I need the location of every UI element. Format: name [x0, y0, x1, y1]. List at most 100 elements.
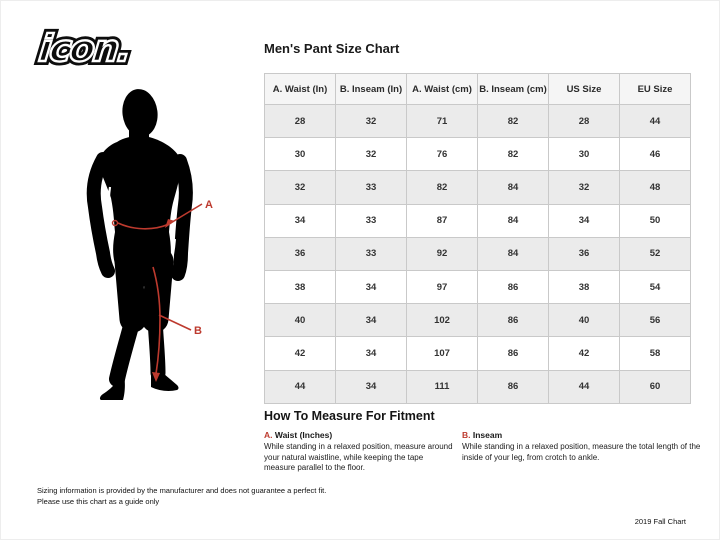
- table-row: 40 34 102 86 40 56: [264, 303, 691, 338]
- table-row: 44 34 111 86 44 60: [264, 369, 691, 404]
- table-cell: 34: [335, 269, 407, 305]
- table-cell: 33: [335, 236, 407, 271]
- silhouette-right-calf: [147, 311, 166, 381]
- table-row: 32 33 82 84 32 48: [264, 170, 691, 205]
- table-row: 36 33 92 84 36 52: [264, 236, 691, 271]
- disclaimer-line-1: Sizing information is provided by the ma…: [37, 486, 327, 495]
- inseam-measure-line: [152, 266, 161, 375]
- measure-label-inseam: Inseam: [472, 430, 503, 440]
- table-row: 42 34 107 86 42 58: [264, 336, 691, 371]
- table-cell: 46: [619, 137, 691, 172]
- table-cell: 34: [335, 369, 407, 404]
- table-cell: 84: [477, 203, 549, 238]
- disclaimer-line-2: Please use this chart as a guide only: [37, 496, 160, 506]
- table-cell: 111: [406, 369, 478, 404]
- table-cell: 28: [548, 103, 620, 139]
- table-cell: 50: [619, 203, 691, 238]
- table-cell: 32: [548, 170, 620, 205]
- measure-text-inseam: While standing in a relaxed position, me…: [462, 442, 701, 462]
- inseam-arrowhead: [152, 372, 160, 382]
- silhouette-right-arm: [171, 154, 193, 281]
- table-cell: 38: [548, 269, 620, 305]
- table-cell: 86: [477, 303, 549, 338]
- table-cell: 36: [264, 236, 336, 271]
- table-header-cell: B. Inseam (cm): [477, 73, 549, 105]
- waist-line-end-circle: [111, 219, 119, 227]
- body-silhouette: A B: [86, 89, 213, 400]
- table-cell: 102: [406, 303, 478, 338]
- table-cell: 32: [264, 170, 336, 205]
- table-cell: 34: [335, 303, 407, 338]
- table-cell: 86: [477, 369, 549, 404]
- table-header-cell: EU Size: [619, 73, 691, 105]
- table-cell: 32: [335, 137, 407, 172]
- table-cell: 44: [264, 369, 336, 404]
- measure-item-heading: B. Inseam: [462, 430, 701, 440]
- silhouette-left-calf: [109, 311, 141, 387]
- table-cell: 44: [548, 369, 620, 404]
- table-cell: 71: [406, 103, 478, 139]
- measure-marker-b: B.: [462, 430, 471, 440]
- waist-label: A: [205, 199, 213, 211]
- table-cell: 34: [335, 336, 407, 371]
- table-cell: 42: [548, 336, 620, 371]
- table-cell: 36: [548, 236, 620, 271]
- table-cell: 86: [477, 336, 549, 371]
- how-to-measure-heading: How To Measure For Fitment: [264, 409, 435, 423]
- inseam-pointer-line: [158, 314, 192, 331]
- table-cell: 30: [264, 137, 336, 172]
- table-cell: 82: [477, 137, 549, 172]
- chart-version: 2019 Fall Chart: [634, 517, 686, 526]
- measure-item-inseam: B. Inseam While standing in a relaxed po…: [462, 430, 701, 474]
- table-cell: 84: [477, 170, 549, 205]
- page-title: Men's Pant Size Chart: [264, 41, 400, 56]
- table-cell: 86: [477, 269, 549, 305]
- table-row: 28 32 71 82 28 44: [264, 103, 691, 139]
- waist-pointer-arrowhead: [165, 219, 175, 228]
- measure-text-waist: While standing in a relaxed position, me…: [264, 442, 453, 473]
- table-cell: 54: [619, 269, 691, 305]
- silhouette-left-thigh: [114, 247, 147, 333]
- table-row: 34 33 87 84 34 50: [264, 203, 691, 238]
- table-cell: 28: [264, 103, 336, 139]
- waist-pointer-line: [168, 203, 203, 225]
- table-header-cell: A. Waist (cm): [406, 73, 478, 105]
- size-table: A. Waist (In) B. Inseam (In) A. Waist (c…: [264, 73, 691, 404]
- table-cell: 40: [548, 303, 620, 338]
- table-cell: 34: [264, 203, 336, 238]
- table-cell: 58: [619, 336, 691, 371]
- measure-label-waist: Waist (Inches): [274, 430, 333, 440]
- table-row: 38 34 97 86 38 54: [264, 269, 691, 305]
- table-cell: 44: [619, 103, 691, 139]
- table-cell: 107: [406, 336, 478, 371]
- table-cell: 40: [264, 303, 336, 338]
- table-header-cell: B. Inseam (In): [335, 73, 407, 105]
- table-cell: 56: [619, 303, 691, 338]
- table-header-cell: US Size: [548, 73, 620, 105]
- silhouette-left-arm: [86, 152, 115, 278]
- measure-marker-a: A.: [264, 430, 273, 440]
- measure-item-heading: A. Waist (Inches): [264, 430, 454, 440]
- measure-item-waist: A. Waist (Inches) While standing in a re…: [264, 430, 454, 474]
- sizing-disclaimer: Sizing information is provided by the ma…: [37, 486, 326, 508]
- table-cell: 84: [477, 236, 549, 271]
- table-cell: 34: [548, 203, 620, 238]
- icon-logo-text: icon.: [36, 26, 133, 71]
- table-cell: 33: [335, 203, 407, 238]
- table-cell: 48: [619, 170, 691, 205]
- table-cell: 38: [264, 269, 336, 305]
- table-cell: 92: [406, 236, 478, 271]
- arm-gap-left: [107, 186, 114, 230]
- table-cell: 32: [335, 103, 407, 139]
- table-cell: 52: [619, 236, 691, 271]
- table-cell: 30: [548, 137, 620, 172]
- waist-measure-line: [117, 222, 170, 230]
- inseam-label: B: [194, 325, 202, 337]
- icon-logo: icon. icon.: [33, 23, 169, 75]
- how-to-measure-section: How To Measure For Fitment A. Waist (Inc…: [264, 409, 701, 474]
- table-cell: 76: [406, 137, 478, 172]
- table-cell: 60: [619, 369, 691, 404]
- table-header-row: A. Waist (In) B. Inseam (In) A. Waist (c…: [264, 73, 691, 105]
- table-cell: 82: [477, 103, 549, 139]
